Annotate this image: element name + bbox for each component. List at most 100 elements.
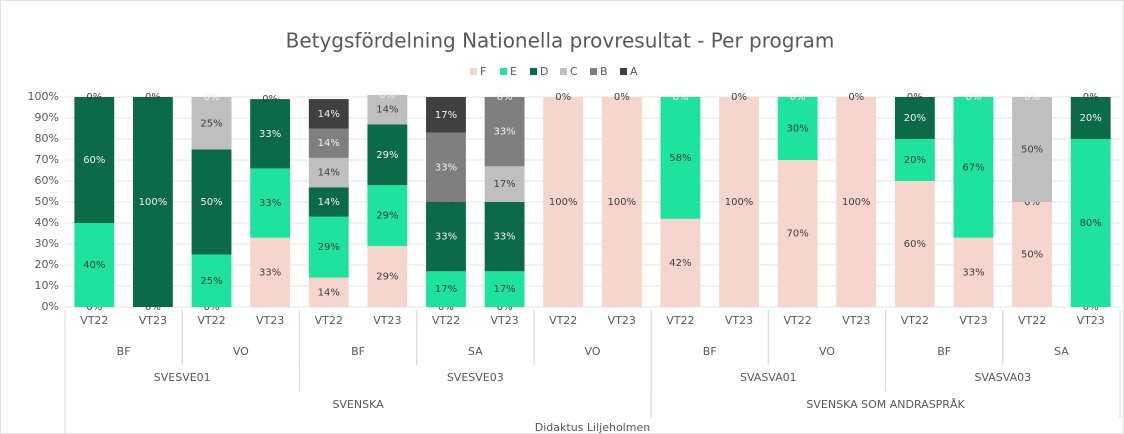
data-label: 33% [259,267,281,278]
bar-segment [367,124,408,186]
data-label: 100% [549,197,578,208]
bar-segment [308,99,349,129]
bar-segment [1070,139,1111,307]
x-tick-label: VT23 [139,314,167,327]
data-label: 20% [1080,113,1102,124]
data-label: 17% [435,284,457,295]
data-label: 20% [904,113,926,124]
legend-label: F [480,65,486,78]
x-tick-label: VT23 [373,314,401,327]
bar-segment [894,139,935,181]
bar-segment [74,223,115,307]
data-label: 0% [497,302,513,313]
y-tick-label: 10% [35,279,59,292]
bar-segment [250,237,291,307]
y-tick-label: 20% [35,258,59,271]
data-label: 0% [848,92,864,103]
bar-segment [308,187,349,217]
data-label: 100% [725,197,754,208]
legend-swatch [470,68,477,75]
data-label: 0% [1024,197,1040,208]
group-label: SVENSKA [332,398,384,411]
data-label: 0% [438,197,454,208]
data-label: 25% [200,118,222,129]
group-label: SVASVA01 [740,371,797,384]
data-label: 14% [376,105,398,116]
data-label: 33% [493,232,515,243]
y-tick-label: 90% [35,111,59,124]
legend-swatch [620,68,627,75]
y-tick-label: 30% [35,237,59,250]
bar-segment [484,202,525,272]
x-tick-label: VT22 [666,314,694,327]
data-label: 100% [842,197,871,208]
data-label: 58% [669,153,691,164]
bar-segment [426,271,466,307]
x-tick-label: VT22 [315,314,343,327]
group-label: BF [351,345,365,358]
y-tick-label: 40% [35,216,59,229]
data-label: 0% [672,92,688,103]
bar-segment [132,97,173,307]
group-label: SVASVA03 [974,371,1031,384]
data-label: 50% [1021,145,1043,156]
data-label: 14% [318,109,340,120]
x-tick-label: VT22 [784,314,812,327]
data-label: 0% [204,92,220,103]
data-label: 25% [200,276,222,287]
bar-segment [484,271,525,307]
data-label: 33% [435,162,457,173]
data-label: 42% [669,258,691,269]
bar-segment [1012,97,1053,202]
data-label: 60% [904,239,926,250]
y-tick-label: 80% [35,132,59,145]
data-label: 0% [145,92,161,103]
bar-segment [426,97,466,133]
bar-segment [777,160,818,307]
bar-segment [601,97,642,307]
data-label: 14% [318,287,340,298]
x-tick-label: VT22 [901,314,929,327]
bar-segment [484,97,525,167]
bar-segment [426,132,466,202]
bar-segment [660,218,701,307]
data-label: 40% [83,260,105,271]
y-tick-label: 50% [35,195,59,208]
data-label: 60% [83,155,105,166]
data-label: 33% [259,198,281,209]
group-label: BF [937,345,951,358]
x-tick-label: VT22 [432,314,460,327]
data-label: 30% [787,124,809,135]
bar-segment [367,94,408,125]
data-label: 33% [259,129,281,140]
bar-segment [953,237,994,307]
x-tick-label: VT23 [1077,314,1105,327]
bar-segment [426,202,466,272]
group-label: SA [468,345,483,358]
legend-label: D [540,65,548,78]
outer-label: Didaktus Liljeholmen [535,421,650,434]
data-label: 29% [376,272,398,283]
data-label: 17% [493,179,515,190]
group-label: SVESVE01 [154,371,211,384]
group-label: VO [585,345,601,358]
x-tick-label: VT22 [549,314,577,327]
bar-segment [1012,202,1053,307]
data-label: 0% [262,94,278,105]
data-label: 0% [497,92,513,103]
data-label: 33% [493,127,515,138]
data-label: 0% [145,302,161,313]
data-label: 80% [1080,218,1102,229]
data-label: 70% [787,229,809,240]
data-label: 0% [731,92,747,103]
data-label: 0% [86,302,102,313]
bar-segment [250,99,291,169]
data-label: 0% [614,92,630,103]
data-label: 0% [438,302,454,313]
data-label: 0% [966,92,982,103]
group-label: BF [117,345,131,358]
data-label: 0% [379,90,395,101]
data-label: 29% [376,211,398,222]
data-label: 0% [1024,92,1040,103]
bar-segment [191,149,232,255]
